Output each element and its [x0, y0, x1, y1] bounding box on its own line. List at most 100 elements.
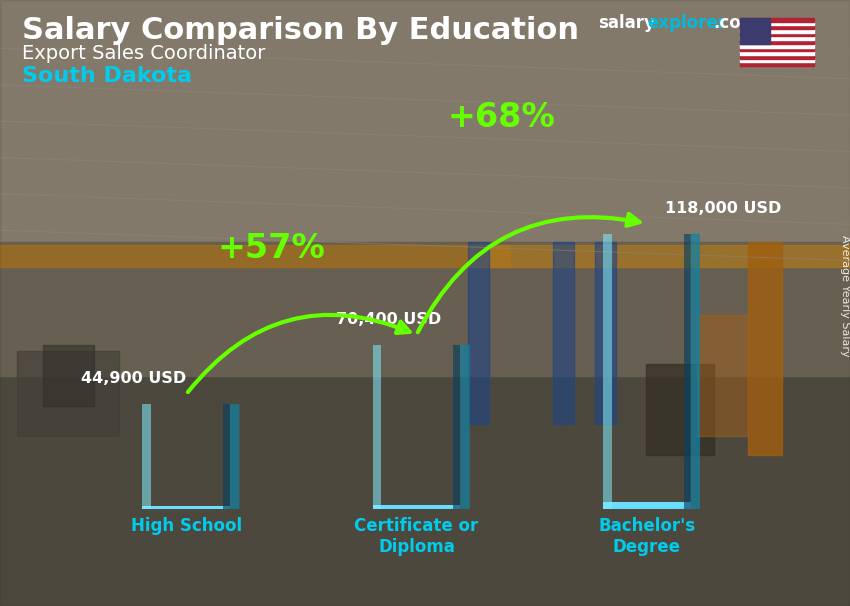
Bar	[603, 502, 690, 506]
Bar	[143, 507, 230, 509]
Bar	[143, 507, 230, 508]
Bar	[373, 505, 460, 508]
Bar	[373, 505, 460, 508]
Bar	[740, 25, 814, 29]
Bar	[143, 507, 230, 508]
Bar	[373, 506, 460, 508]
Bar	[373, 507, 460, 509]
Bar	[740, 44, 814, 47]
FancyArrowPatch shape	[188, 315, 410, 392]
Bar	[603, 504, 690, 508]
Bar	[373, 507, 460, 509]
Polygon shape	[230, 404, 240, 509]
Bar	[603, 504, 690, 508]
Bar	[373, 505, 460, 508]
Bar	[373, 505, 460, 508]
Bar	[453, 345, 460, 509]
Bar	[143, 507, 230, 508]
Bar	[143, 507, 230, 508]
Bar	[603, 503, 690, 507]
Bar	[143, 507, 230, 508]
Bar	[603, 504, 690, 508]
Bar	[0, 242, 850, 376]
Bar	[373, 507, 460, 509]
Bar	[143, 507, 230, 508]
Bar	[17, 351, 119, 436]
Bar	[143, 506, 230, 508]
Bar	[143, 507, 230, 508]
Bar	[603, 504, 690, 507]
Bar	[143, 506, 230, 508]
Bar	[740, 33, 814, 36]
Bar	[143, 507, 230, 508]
Bar	[143, 507, 230, 508]
Bar	[373, 506, 460, 508]
Bar	[373, 506, 460, 508]
Bar	[373, 506, 460, 508]
Bar	[143, 404, 151, 509]
Bar	[143, 507, 230, 509]
Bar	[373, 505, 460, 508]
Bar	[373, 505, 460, 507]
Bar	[373, 507, 460, 508]
Bar	[373, 506, 460, 508]
Bar	[603, 503, 690, 507]
Bar	[603, 504, 690, 507]
Bar	[373, 505, 460, 507]
Bar	[603, 504, 690, 508]
Bar	[595, 242, 616, 424]
Bar	[373, 505, 460, 508]
Bar	[373, 505, 460, 508]
Bar	[603, 504, 690, 508]
Bar	[373, 506, 460, 508]
Bar	[143, 507, 230, 509]
Bar	[143, 507, 230, 508]
Text: 118,000 USD: 118,000 USD	[665, 201, 781, 216]
Bar	[143, 507, 230, 509]
Bar	[143, 507, 230, 508]
Bar	[373, 506, 460, 508]
Bar	[143, 507, 230, 508]
Bar	[143, 507, 230, 508]
Bar	[603, 502, 690, 506]
Bar	[143, 507, 230, 509]
Text: Average Yearly Salary: Average Yearly Salary	[840, 235, 850, 357]
Bar	[143, 507, 230, 508]
Bar	[143, 507, 230, 508]
Bar	[143, 507, 230, 508]
Bar	[143, 507, 230, 508]
Bar	[143, 507, 230, 509]
Bar	[373, 505, 460, 508]
Bar	[603, 504, 690, 507]
Bar	[143, 506, 230, 508]
Bar	[143, 507, 230, 508]
Bar	[373, 506, 460, 508]
Bar	[0, 364, 850, 606]
Bar	[603, 504, 690, 508]
Text: Export Sales Coordinator: Export Sales Coordinator	[22, 44, 265, 63]
Bar	[603, 504, 690, 508]
Bar	[603, 505, 690, 508]
Bar	[373, 505, 460, 507]
Bar	[373, 505, 460, 508]
Bar	[683, 233, 690, 509]
Bar	[373, 505, 460, 508]
Bar	[143, 507, 230, 508]
Bar	[603, 505, 690, 508]
Bar	[603, 502, 690, 507]
Bar	[373, 505, 460, 507]
Bar	[143, 507, 230, 509]
Bar	[373, 505, 460, 507]
Bar	[373, 505, 460, 507]
Bar	[143, 507, 230, 508]
Bar	[223, 404, 230, 509]
Bar	[373, 506, 460, 508]
Bar	[603, 503, 690, 507]
Bar	[603, 504, 690, 508]
Bar	[603, 504, 690, 508]
Bar	[603, 502, 690, 507]
Bar	[603, 504, 690, 508]
Bar	[603, 503, 690, 507]
Bar	[143, 507, 230, 508]
Bar	[373, 505, 460, 508]
